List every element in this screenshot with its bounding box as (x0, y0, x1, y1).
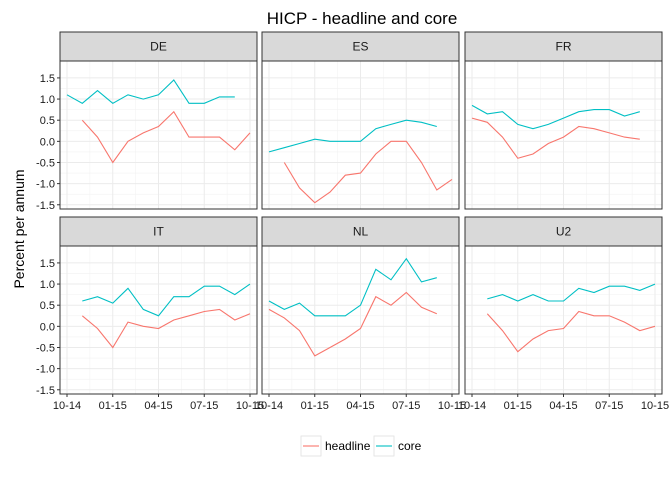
series-line-headline (486, 310, 656, 353)
strip-label: IT (153, 225, 164, 239)
series-line-headline (81, 110, 251, 164)
strip-fr (464, 31, 663, 62)
legend-item-headline: headline (300, 435, 371, 457)
panel-border (464, 60, 663, 210)
x-tick-label: 01-15 (504, 400, 532, 412)
x-tick-label: 01-15 (301, 400, 329, 412)
series-line-core (268, 257, 437, 317)
strip-nl (261, 216, 460, 247)
series-line-headline (81, 308, 251, 349)
x-tick-label: 10-15 (641, 400, 669, 412)
y-tick-label: 0.5 (40, 300, 55, 312)
panel-de: DE -1.5 -1.0 -0.5 0.0 0.5 1.0 1.5 (36, 31, 258, 212)
y-tick-label: 1.5 (40, 73, 55, 85)
panel-es: ES (261, 31, 460, 210)
x-tick-label: 01-15 (99, 400, 127, 412)
series-line-headline (268, 291, 438, 357)
y-tick-label: 0.0 (40, 321, 55, 333)
y-tick-label: 0.5 (40, 115, 55, 127)
x-tick-label: 10-15 (236, 400, 264, 412)
panel-border (59, 60, 258, 210)
x-tick-label: 10-14 (255, 400, 283, 412)
strip-label: NL (353, 225, 369, 239)
strip-u2 (464, 216, 663, 247)
y-tick-label: -1.0 (36, 179, 55, 191)
strip-de (59, 31, 258, 62)
legend-item-core: core (373, 435, 422, 457)
x-tick-label: 10-15 (438, 400, 466, 412)
y-tick-label: 1.5 (40, 258, 55, 270)
x-tick-label: 10-14 (458, 400, 486, 412)
panel-u2: U2 10-14 01-15 04-15 07-15 10-15 (458, 216, 669, 412)
y-tick-label: -0.5 (36, 157, 55, 169)
strip-es (261, 31, 460, 62)
strip-it (59, 216, 258, 247)
legend-label: headline (325, 439, 371, 453)
y-tick-label: -1.5 (36, 200, 55, 212)
series-line-core (471, 104, 640, 130)
strip-label: U2 (556, 225, 572, 239)
y-tick-label: -1.0 (36, 364, 55, 376)
series-line-core (82, 283, 251, 317)
panel-border (261, 60, 460, 210)
x-tick-label: 10-14 (53, 400, 81, 412)
series-line-core (268, 119, 437, 153)
chart-title: HICP - headline and core (267, 9, 458, 28)
legend-label: core (398, 439, 422, 453)
panel-fr: FR (464, 31, 663, 210)
x-tick-label: 04-15 (549, 400, 577, 412)
strip-label: DE (150, 40, 167, 54)
strip-label: FR (556, 40, 572, 54)
series-line-core (66, 79, 235, 104)
x-tick-label: 07-15 (595, 400, 623, 412)
series-line-core (487, 283, 656, 302)
series-line-headline (471, 117, 640, 159)
y-tick-label: -1.5 (36, 385, 55, 397)
y-axis-label: Percent per annum (11, 169, 27, 288)
panel-nl: NL 10-14 01-15 04-15 07-15 10-15 (255, 216, 466, 412)
legend: headline core (300, 435, 422, 457)
y-tick-label: 0.0 (40, 136, 55, 148)
x-tick-label: 04-15 (144, 400, 172, 412)
x-tick-label: 07-15 (190, 400, 218, 412)
y-tick-label: 1.0 (40, 94, 55, 106)
panels: DE -1.5 -1.0 -0.5 0.0 0.5 1.0 1.5 ES FR IT -1.5 -1.0… (36, 31, 669, 412)
x-tick-label: 04-15 (346, 400, 374, 412)
x-tick-label: 07-15 (392, 400, 420, 412)
y-tick-label: -0.5 (36, 342, 55, 354)
series-line-headline (283, 140, 453, 204)
y-tick-label: 1.0 (40, 279, 55, 291)
panel-it: IT -1.5 -1.0 -0.5 0.0 0.5 1.0 1.5 10-14 01-15 04-1… (36, 216, 264, 412)
strip-label: ES (352, 40, 368, 54)
